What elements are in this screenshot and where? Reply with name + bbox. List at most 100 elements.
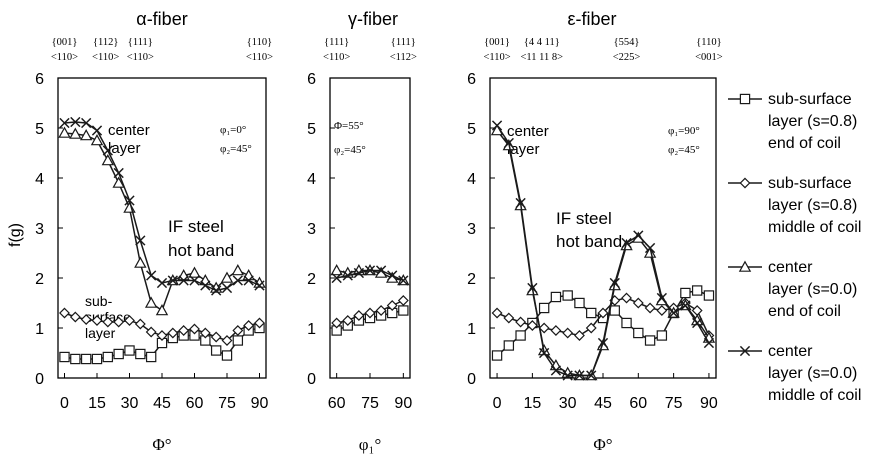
data-point-stroke-b: [609, 277, 620, 289]
data-point: [330, 264, 343, 276]
data-point: [59, 307, 70, 319]
series-triangle: [58, 126, 266, 316]
y-tick-label: 2: [35, 271, 44, 288]
data-point: [491, 120, 503, 131]
legend-label: sub-surface: [768, 175, 852, 192]
data-point: [643, 246, 657, 258]
data-point: [221, 335, 233, 346]
data-point: [90, 134, 104, 146]
annotation: φ₁=90°: [668, 125, 700, 137]
data-point: [353, 310, 365, 321]
data-point: [331, 272, 342, 284]
y-tick-label: 2: [307, 271, 316, 288]
data-point: [79, 129, 93, 141]
orientation-uvw: <110>: [92, 52, 119, 63]
data-point-stroke-b: [91, 125, 103, 136]
data-point: [178, 325, 190, 336]
data-point: [102, 316, 114, 328]
orientation-hkl: {112}: [93, 37, 118, 48]
data-point: [503, 137, 514, 149]
data-point: [597, 307, 609, 319]
x-tick-label: 15: [88, 395, 106, 412]
data-point: [243, 320, 255, 331]
data-point: [586, 370, 597, 381]
data-point: [135, 348, 146, 360]
x-tick-label: 30: [121, 395, 139, 412]
legend-item-diamond: sub-surface layer (s=0.8) middle of coil: [728, 175, 861, 236]
data-point: [632, 297, 644, 309]
data-point: [386, 300, 398, 311]
orientation-uvw: <112>: [390, 52, 417, 63]
data-point: [220, 271, 234, 283]
data-point: [331, 317, 343, 329]
data-point: [211, 285, 222, 296]
data-point: [113, 348, 124, 360]
series-x: [331, 265, 409, 286]
annotation: hot band: [168, 241, 234, 260]
data-point: [112, 176, 125, 188]
orientation-uvw: <110>: [51, 52, 78, 63]
data-point: [364, 265, 376, 276]
data-point: [199, 327, 211, 339]
data-point: [621, 292, 632, 304]
data-point: [91, 315, 103, 326]
y-tick-label: 4: [467, 171, 476, 188]
y-tick-label: 0: [35, 371, 44, 388]
data-point: [232, 335, 244, 346]
data-point: [91, 125, 103, 136]
data-point: [70, 353, 81, 365]
y-tick-label: 4: [35, 171, 44, 188]
data-point: [609, 305, 620, 316]
legend-label: layer (s=0.8): [768, 197, 857, 214]
data-point-stroke-b: [81, 117, 92, 129]
data-point: [353, 267, 365, 279]
series-x: [59, 116, 265, 296]
y-tick-label: 2: [467, 271, 476, 288]
series-x: [491, 120, 715, 381]
orientation-hkl: {4 4 11}: [524, 37, 560, 48]
data-point-stroke-b: [527, 282, 538, 294]
legend-marker: [739, 93, 751, 105]
legend-marker: [739, 177, 751, 189]
data-point: [703, 337, 715, 349]
y-tick-label: 3: [35, 221, 44, 238]
annotation: IF steel: [168, 217, 224, 236]
data-point: [597, 337, 609, 349]
data-point: [80, 314, 92, 325]
data-point: [398, 305, 409, 316]
x-tick-label: 45: [594, 395, 612, 412]
data-point-stroke-b: [503, 137, 514, 149]
data-point: [134, 318, 146, 330]
data-point-stroke-b: [562, 370, 573, 381]
data-point: [58, 126, 71, 138]
data-point-stroke-b: [70, 116, 81, 128]
orientation-hkl: {554}: [614, 37, 640, 48]
data-point-stroke-b: [243, 275, 254, 286]
legend-item-x: center layer (s=0.0) middle of coil: [728, 343, 861, 404]
legend-marker: [738, 260, 752, 272]
orientation-hkl: {001}: [484, 37, 510, 48]
legend-label: middle of coil: [768, 387, 861, 404]
y-tick-label: 3: [307, 221, 316, 238]
data-point: [562, 327, 574, 339]
x-tick-label: 60: [186, 395, 204, 412]
data-point: [539, 347, 550, 359]
data-point: [633, 327, 644, 339]
data-point: [156, 330, 168, 341]
data-point: [398, 275, 409, 286]
x-axis-label: Φ°: [152, 435, 171, 454]
data-point: [91, 353, 103, 365]
data-point: [656, 330, 668, 341]
data-point: [69, 311, 81, 323]
annotation: center: [108, 122, 150, 139]
x-tick-label: 60: [328, 395, 346, 412]
data-point: [527, 282, 538, 294]
orientation-uvw: <225>: [613, 52, 641, 63]
data-point: [232, 275, 243, 286]
data-point-stroke-b: [189, 275, 200, 286]
data-point: [668, 307, 679, 319]
data-point: [538, 322, 550, 334]
data-point: [609, 277, 620, 289]
panel-1: α-fiber {001} <110> {112} <110> {111} <110> {11…: [7, 9, 273, 454]
y-tick-label: 5: [35, 121, 44, 138]
